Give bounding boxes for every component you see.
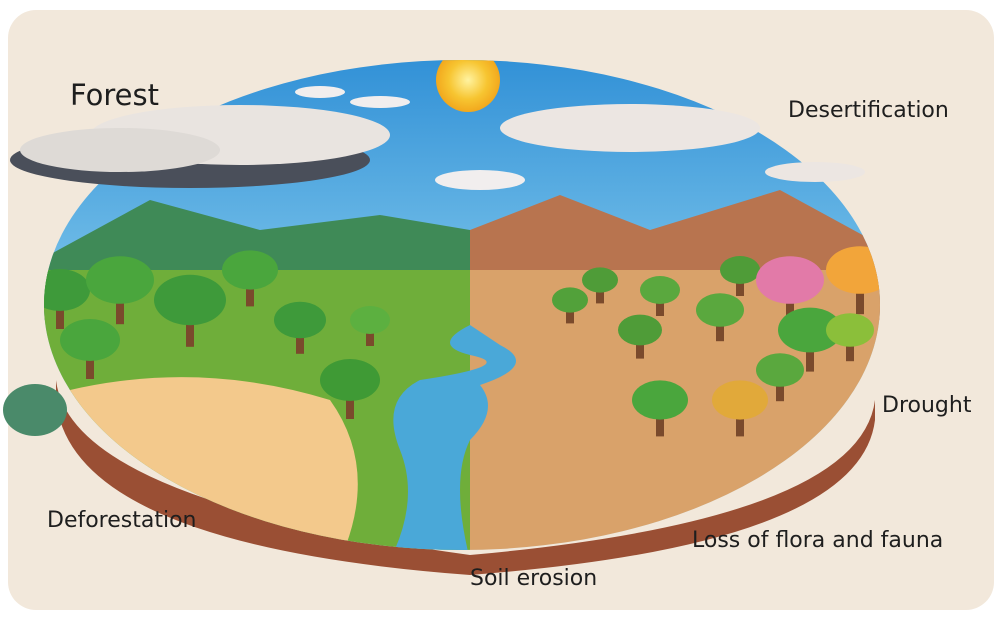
tree-crown	[720, 256, 760, 284]
cloud-part	[20, 128, 220, 172]
cloud-part	[765, 162, 865, 182]
tree-crown	[552, 287, 588, 312]
tree-crown	[618, 315, 662, 346]
label-loss-of-flora-and-fauna: Loss of flora and fauna	[692, 528, 943, 553]
tree-crown	[582, 267, 618, 292]
tree-crown	[320, 359, 380, 401]
label-deforestation: Deforestation	[47, 508, 197, 533]
tree-crown	[86, 256, 154, 304]
tree-crown	[640, 276, 680, 304]
tree-crown	[60, 319, 120, 361]
page: Forest Desertification Drought Deforesta…	[0, 0, 1001, 618]
label-forest: Forest	[70, 78, 159, 112]
bush	[3, 384, 67, 436]
tree-crown	[756, 353, 804, 387]
tree-crown	[756, 256, 824, 304]
tree-crown	[696, 293, 744, 327]
label-soil-erosion: Soil erosion	[470, 566, 597, 591]
tree-crown	[350, 306, 390, 334]
tree-crown	[222, 250, 278, 289]
label-drought: Drought	[882, 393, 972, 418]
tree-crown	[826, 313, 874, 347]
cloud-part	[295, 86, 345, 98]
cloud-part	[435, 170, 525, 190]
cloud-part	[350, 96, 410, 108]
tree-crown	[632, 380, 688, 419]
cloud-part	[500, 104, 760, 152]
tree-crown	[712, 380, 768, 419]
label-desertification: Desertification	[788, 98, 949, 123]
illustration: Forest Desertification Drought Deforesta…	[0, 0, 1001, 618]
tree-crown	[274, 302, 326, 338]
tree-crown	[154, 275, 226, 325]
